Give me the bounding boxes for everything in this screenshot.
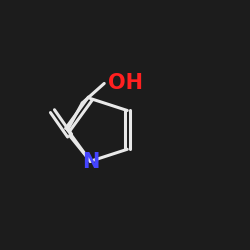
Text: OH: OH bbox=[108, 74, 143, 94]
Text: N: N bbox=[82, 152, 99, 172]
